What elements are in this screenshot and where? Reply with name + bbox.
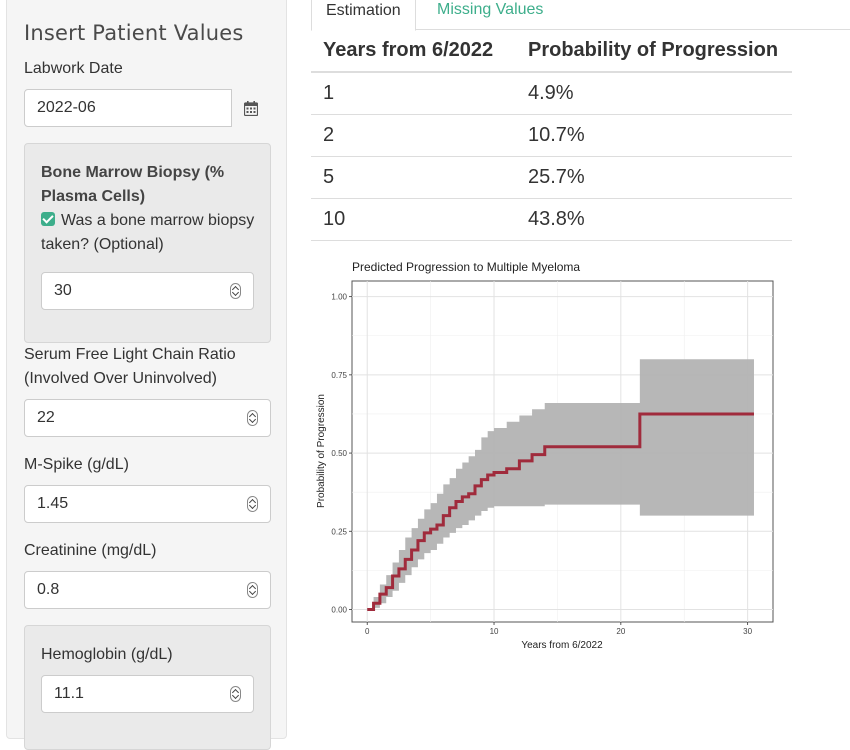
stepper-icon[interactable] [230, 283, 241, 299]
sidebar-panel: Insert Patient Values Labwork Date 2022-… [6, 0, 287, 750]
bone-marrow-biopsy-panel: Bone Marrow Biopsy (% Plasma Cells) Was … [24, 143, 271, 343]
stepper-icon[interactable] [247, 582, 258, 598]
biopsy-checkbox-label: Was a bone marrow biopsy taken? (Optiona… [41, 212, 255, 253]
creatinine-value: 0.8 [37, 581, 60, 598]
plasma-cells-input[interactable]: 30 [41, 272, 254, 310]
confidence-band [367, 359, 754, 610]
progression-curve [367, 412, 754, 611]
table-cell: 25.7% [516, 156, 792, 199]
column-header: Probability of Progression [516, 30, 792, 73]
x-tick-label: 20 [616, 627, 625, 636]
hemoglobin-label: Hemoglobin (g/dL) [41, 646, 173, 663]
y-tick-label: 0.25 [331, 527, 347, 536]
hemoglobin-input[interactable]: 11.1 [41, 675, 254, 713]
flc-ratio-input[interactable]: 22 [24, 399, 271, 437]
m-spike-input[interactable]: 1.45 [24, 485, 271, 523]
labwork-date-value: 2022-06 [37, 99, 96, 116]
table-row: 10 43.8% [311, 198, 792, 241]
y-axis: 0.00 0.25 0.50 0.75 1.00 [331, 293, 352, 614]
table-cell: 10.7% [516, 114, 792, 157]
stepper-icon[interactable] [230, 686, 241, 702]
hemoglobin-panel: Hemoglobin (g/dL) 11.1 [24, 625, 271, 750]
table-cell: 2 [311, 114, 516, 157]
hemoglobin-value: 11.1 [54, 685, 84, 702]
plasma-cells-value: 30 [54, 282, 72, 299]
tab-missing-values[interactable]: Missing Values [437, 1, 544, 18]
x-axis: 0 10 20 30 [365, 622, 753, 636]
stepper-icon[interactable] [247, 496, 258, 512]
x-tick-label: 30 [743, 627, 752, 636]
x-axis-label: Years from 6/2022 [521, 640, 603, 651]
x-tick-label: 0 [365, 627, 370, 636]
m-spike-value: 1.45 [37, 495, 69, 512]
table-row: 1 4.9% [311, 72, 792, 115]
stepper-icon[interactable] [247, 410, 258, 426]
table-cell: 5 [311, 156, 516, 199]
m-spike-label: M-Spike (g/dL) [24, 456, 129, 473]
table-cell: 1 [311, 72, 516, 115]
creatinine-label: Creatinine (mg/dL) [24, 542, 157, 559]
sidebar-title: Insert Patient Values [24, 21, 244, 45]
table-row: 2 10.7% [311, 114, 792, 157]
table-cell: 10 [311, 198, 516, 241]
y-tick-label: 0.75 [331, 371, 347, 380]
table-header-row: Years from 6/2022 Probability of Progres… [311, 30, 792, 73]
y-tick-label: 1.00 [331, 293, 347, 302]
table-cell: 43.8% [516, 198, 792, 241]
labwork-date-label: Labwork Date [24, 60, 123, 77]
tab-estimation[interactable]: Estimation [311, 0, 416, 31]
tab-bar: Estimation Missing Values [311, 0, 850, 31]
creatinine-input[interactable]: 0.8 [24, 571, 271, 609]
y-tick-label: 0.50 [331, 449, 347, 458]
flc-ratio-value: 22 [37, 409, 55, 426]
progression-table: Years from 6/2022 Probability of Progres… [311, 30, 792, 241]
biopsy-checkbox-row[interactable]: Was a bone marrow biopsy taken? (Optiona… [41, 209, 256, 257]
column-header: Years from 6/2022 [311, 30, 516, 73]
biopsy-checkbox[interactable] [41, 212, 55, 226]
progression-chart: Predicted Progression to Multiple Myelom… [316, 260, 774, 651]
y-tick-label: 0.00 [331, 605, 347, 614]
bone-marrow-biopsy-title: Bone Marrow Biopsy (% Plasma Cells) [41, 164, 225, 205]
y-axis-label: Probability of Progression [316, 394, 327, 508]
table-cell: 4.9% [516, 72, 792, 115]
x-tick-label: 10 [490, 627, 499, 636]
labwork-date-input[interactable]: 2022-06 [24, 89, 232, 127]
flc-ratio-label: Serum Free Light Chain Ratio (Involved O… [24, 346, 236, 387]
calendar-icon[interactable] [232, 89, 270, 127]
chart-title: Predicted Progression to Multiple Myelom… [352, 260, 580, 274]
table-row: 5 25.7% [311, 156, 792, 199]
